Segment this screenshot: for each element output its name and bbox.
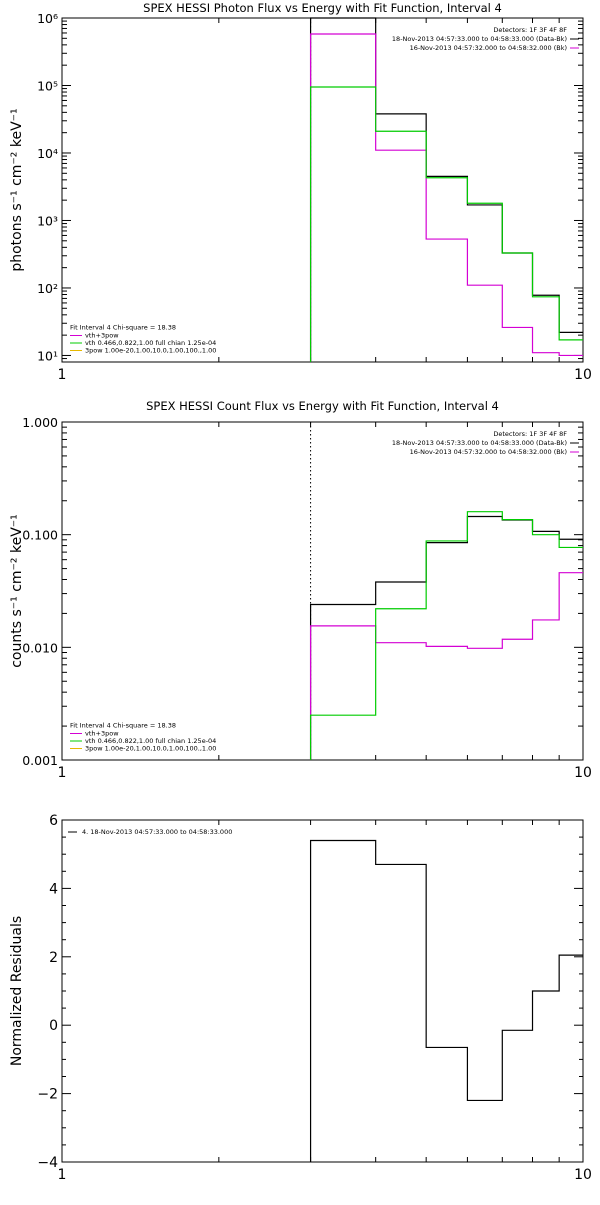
y-tick-label: 2 <box>49 950 58 966</box>
legend-text: 16-Nov-2013 04:57:32.000 to 04:58:32.000… <box>410 448 567 456</box>
y-axis-label: counts s⁻¹ cm⁻² keV⁻¹ <box>9 514 25 668</box>
x-tick-label: 1 <box>58 367 67 383</box>
plot-frame <box>61 421 584 761</box>
series-line-vth+3pow <box>309 572 583 760</box>
legend-text: 4. 18-Nov-2013 04:57:33.000 to 04:58:33.… <box>82 828 232 836</box>
y-tick-label: 4 <box>49 881 58 897</box>
y-tick-label: 1.000 <box>22 415 58 430</box>
legend-text: vth 0.466,0.822,1.00 full chian 1.25e-04 <box>85 737 216 745</box>
x-tick-label: 10 <box>574 367 592 383</box>
x-tick-label: 1 <box>58 765 67 781</box>
y-tick-label: −4 <box>37 1155 58 1171</box>
legend-text: Detectors: 1F 3F 4F 8F <box>493 430 567 438</box>
series-line-vth+3pow <box>309 33 583 362</box>
legend-text: vth+3pow <box>85 332 119 340</box>
fit-summary-text: Fit Interval 4 Chi-square = 18.38 <box>70 722 176 730</box>
photon-flux-panel: SPEX HESSI Photon Flux vs Energy with Fi… <box>9 1 592 383</box>
y-tick-label: 10¹ <box>37 348 58 363</box>
y-axis-label: Normalized Residuals <box>9 916 25 1066</box>
plot-frame <box>61 17 584 363</box>
y-tick-label: 10³ <box>37 213 58 228</box>
y-tick-label: 0.001 <box>22 753 58 768</box>
legend-text: Detectors: 1F 3F 4F 8F <box>493 26 567 34</box>
y-tick-label: 10² <box>37 281 58 296</box>
series-line-vth <box>309 511 583 760</box>
count-flux-panel: SPEX HESSI Count Flux vs Energy with Fit… <box>9 399 592 781</box>
legend-text: vth+3pow <box>85 730 119 738</box>
y-tick-label: 6 <box>49 813 58 829</box>
y-tick-label: 10⁶ <box>37 11 58 26</box>
y-axis-label: photons s⁻¹ cm⁻² keV⁻¹ <box>9 108 25 271</box>
chart-title: SPEX HESSI Photon Flux vs Energy with Fi… <box>143 1 502 15</box>
y-tick-label: 0.010 <box>22 640 58 655</box>
x-tick-label: 10 <box>574 765 592 781</box>
legend-text: 16-Nov-2013 04:57:32.000 to 04:58:32.000… <box>410 44 567 52</box>
y-tick-label: −2 <box>37 1087 58 1103</box>
plot-frame <box>61 819 584 1163</box>
y-tick-label: 0.100 <box>22 528 58 543</box>
y-tick-label: 0 <box>49 1018 58 1034</box>
series-line-residuals <box>309 839 583 1162</box>
legend-text: 18-Nov-2013 04:57:33.000 to 04:58:33.000… <box>392 35 567 43</box>
y-tick-label: 10⁵ <box>37 78 58 93</box>
chart-title: SPEX HESSI Count Flux vs Energy with Fit… <box>146 399 499 413</box>
series-line-data <box>309 17 583 362</box>
series-line-data <box>309 515 583 760</box>
series-line-vth <box>309 86 583 362</box>
x-tick-label: 10 <box>574 1167 592 1183</box>
residuals-panel: 1 10 −4 −2 0 2 4 6 Normalized Residuals 4. 18-Nov… <box>9 813 592 1183</box>
legend-text: vth 0.466,0.822,1.00 full chian 1.25e-04 <box>85 339 216 347</box>
legend-text: 18-Nov-2013 04:57:33.000 to 04:58:33.000… <box>392 439 567 447</box>
legend-text: 3pow 1.00e-20,1.00,10.0,1.00,100.,1.00 <box>85 745 216 753</box>
fit-summary-text: Fit Interval 4 Chi-square = 18.38 <box>70 324 176 332</box>
legend-text: 3pow 1.00e-20,1.00,10.0,1.00,100.,1.00 <box>85 347 216 355</box>
y-tick-label: 10⁴ <box>37 146 58 161</box>
x-tick-label: 1 <box>58 1167 67 1183</box>
